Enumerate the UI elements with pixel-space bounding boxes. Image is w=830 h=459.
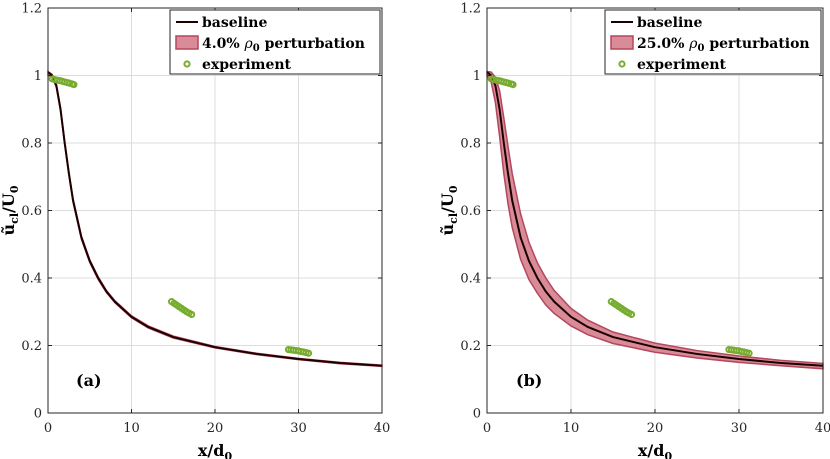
experiment-point [188, 310, 196, 319]
legend-baseline-label: baseline [637, 15, 702, 31]
legend-baseline-label: baseline [202, 15, 267, 31]
y-tick-label: 0.4 [21, 272, 42, 287]
experiment-point [745, 349, 753, 357]
legend-band-swatch [175, 35, 199, 50]
x-tick-label: 30 [731, 421, 748, 436]
y-tick-label: 1 [473, 69, 481, 84]
experiment-point [304, 349, 313, 357]
legend-experiment-swatch [183, 60, 191, 68]
y-tick-label: 0 [34, 407, 42, 422]
experiment-point [70, 81, 78, 89]
panel-b: 0 10 20 30 40 0 0.2 0.4 0.6 0.8 1 1.2 x/d0 ũcl/U0 base… [438, 2, 830, 459]
x-tick-label: 40 [815, 421, 830, 436]
y-tick-label: 0.2 [21, 339, 42, 354]
legend-band-swatch [610, 35, 634, 50]
x-tick-label: 40 [374, 421, 391, 436]
legend-band-label: 4.0% ρ0 perturbation [202, 36, 365, 54]
y-axis-label: ũcl/U0 [438, 185, 460, 235]
y-tick-label: 0.4 [460, 272, 481, 287]
x-axis-label: x/d0 [198, 441, 233, 459]
panel-label: (a) [76, 371, 102, 390]
legend: baseline 4.0% ρ0 perturbation experiment [169, 9, 381, 75]
y-tick-label: 1 [34, 69, 42, 84]
y-tick-label: 0.8 [460, 137, 481, 152]
x-tick-label: 0 [483, 421, 491, 436]
x-tick-label: 20 [647, 421, 664, 436]
legend-experiment-label: experiment [637, 57, 727, 73]
y-tick-label: 0 [473, 407, 481, 422]
x-axis-label: x/d0 [638, 441, 673, 459]
x-tick-label: 30 [290, 421, 307, 436]
x-tick-label: 0 [44, 421, 52, 436]
legend-experiment-swatch [618, 60, 626, 68]
x-tick-label: 10 [563, 421, 580, 436]
baseline-line [486, 71, 824, 367]
y-tick-label: 0.6 [460, 204, 481, 219]
y-tick-label: 0.2 [460, 339, 481, 354]
x-tick-label: 20 [207, 421, 224, 436]
y-axis-label: ũcl/U0 [0, 185, 21, 235]
y-tick-label: 0.8 [21, 137, 42, 152]
y-tick-label: 0.6 [21, 204, 42, 219]
panel-a: 0 10 20 30 40 0 0.2 0.4 0.6 0.8 1 1.2 x/d0 ũcl/U0 base… [0, 2, 390, 459]
experiment-point [627, 310, 636, 319]
legend-band-label: 25.0% ρ0 perturbation [637, 36, 810, 54]
legend-box [169, 9, 381, 75]
y-tick-label: 1.2 [460, 2, 481, 17]
experiment-point [509, 81, 517, 89]
x-tick-label: 10 [123, 421, 140, 436]
y-tick-label: 1.2 [21, 2, 42, 17]
legend-box [604, 9, 822, 75]
legend-experiment-label: experiment [202, 57, 292, 73]
panel-label: (b) [516, 371, 542, 390]
legend: baseline 25.0% ρ0 perturbation experiment [604, 9, 822, 75]
baseline-line [47, 71, 383, 367]
